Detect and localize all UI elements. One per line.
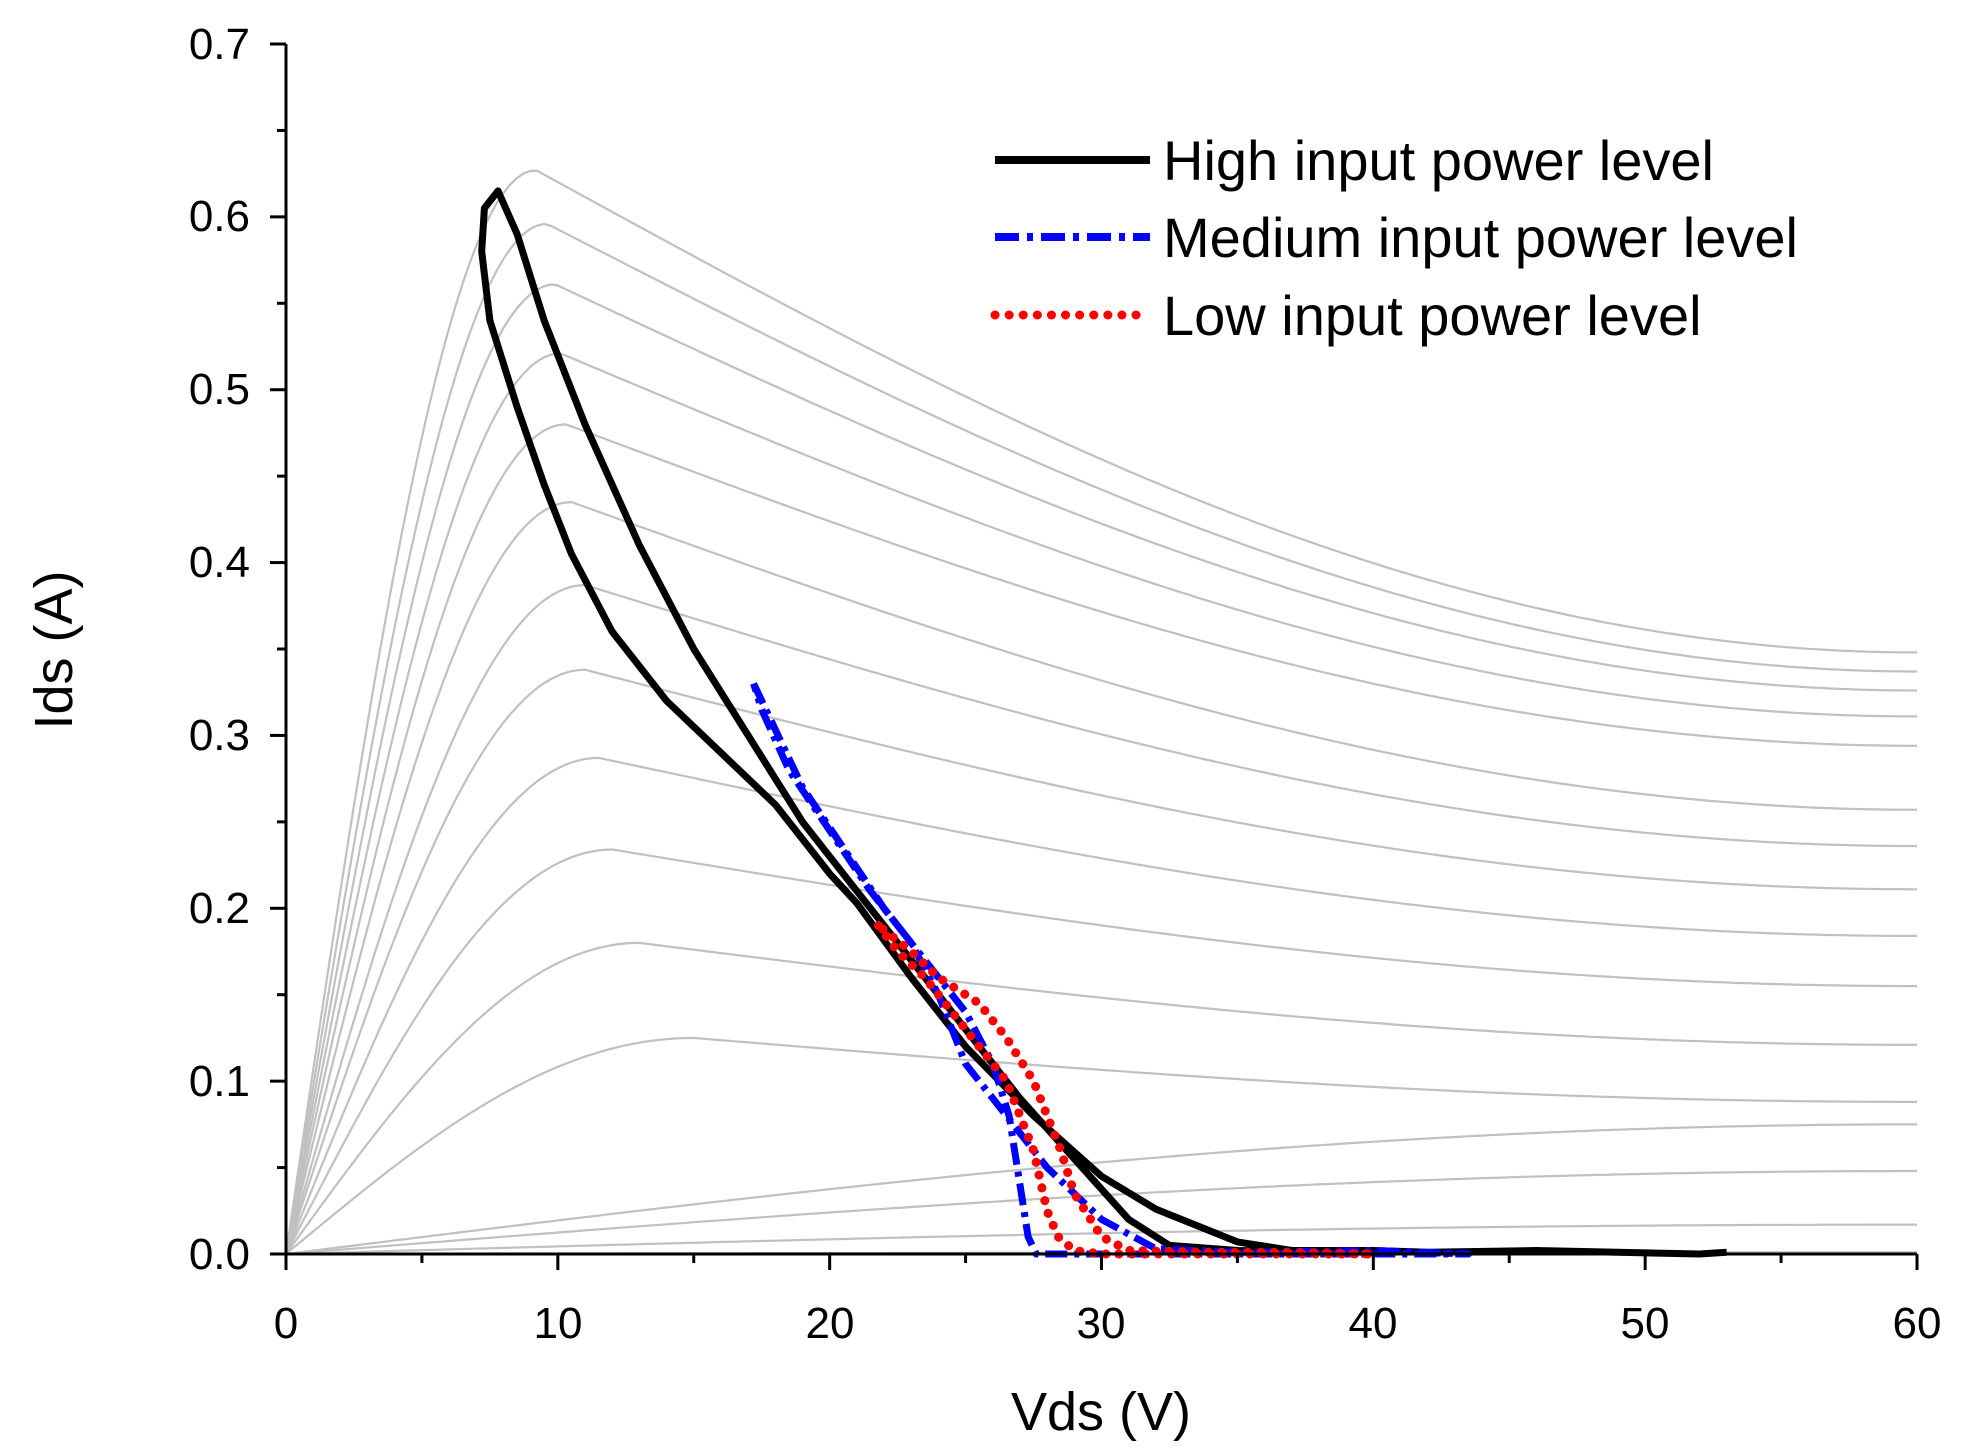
iv-curve <box>284 423 1917 1255</box>
x-axis-title: Vds (V) <box>1011 1382 1191 1442</box>
y-tick-label: 0.0 <box>189 1230 250 1279</box>
legend-label-high: High input power level <box>1163 129 1714 192</box>
iv-curve <box>284 500 1918 1255</box>
iv-curve <box>285 848 1917 1255</box>
iv-curve <box>285 1123 1917 1256</box>
iv-curve <box>285 941 1917 1255</box>
iv-curve <box>284 169 1918 1255</box>
x-tick-label: 30 <box>1077 1299 1126 1348</box>
x-axis: 0 10 20 30 40 50 60 Vds (V) <box>274 1252 1942 1442</box>
x-tick-label: 10 <box>534 1299 583 1348</box>
y-axis-title: Ids (A) <box>24 570 84 729</box>
iv-curve <box>284 222 1917 1255</box>
iv-curve <box>285 1169 1917 1256</box>
legend-label-medium: Medium input power level <box>1163 206 1798 269</box>
y-axis: 0.0 0.1 0.2 0.3 0.4 0.5 0.6 0.7 Ids (A) <box>24 20 288 1279</box>
y-tick-labels: 0.0 0.1 0.2 0.3 0.4 0.5 0.6 0.7 <box>189 20 250 1279</box>
legend-label-low: Low input power level <box>1163 284 1702 347</box>
y-tick-label: 0.1 <box>189 1057 250 1106</box>
y-tick-label: 0.2 <box>189 884 250 933</box>
x-tick-labels: 0 10 20 30 40 50 60 <box>274 1299 1942 1348</box>
x-tick-label: 50 <box>1621 1299 1670 1348</box>
background-curves <box>284 169 1918 1256</box>
x-tick-label: 60 <box>1893 1299 1942 1348</box>
y-tick-label: 0.4 <box>189 538 250 587</box>
iv-curve <box>284 668 1917 1255</box>
iv-curve <box>284 283 1917 1255</box>
y-tick-label: 0.6 <box>189 192 250 241</box>
y-tick-label: 0.7 <box>189 20 250 69</box>
iv-curve <box>285 1036 1917 1255</box>
iv-curve <box>284 756 1917 1255</box>
iv-curve <box>284 583 1918 1255</box>
legend: High input power level Medium input powe… <box>990 129 1798 347</box>
y-tick-label: 0.3 <box>189 711 250 760</box>
x-tick-label: 40 <box>1349 1299 1398 1348</box>
x-tick-label: 20 <box>806 1299 855 1348</box>
iv-curve <box>285 1223 1917 1256</box>
y-ticks <box>270 42 286 1256</box>
x-ticks <box>284 1254 1919 1270</box>
y-tick-label: 0.5 <box>189 365 250 414</box>
x-tick-label: 0 <box>274 1299 298 1348</box>
